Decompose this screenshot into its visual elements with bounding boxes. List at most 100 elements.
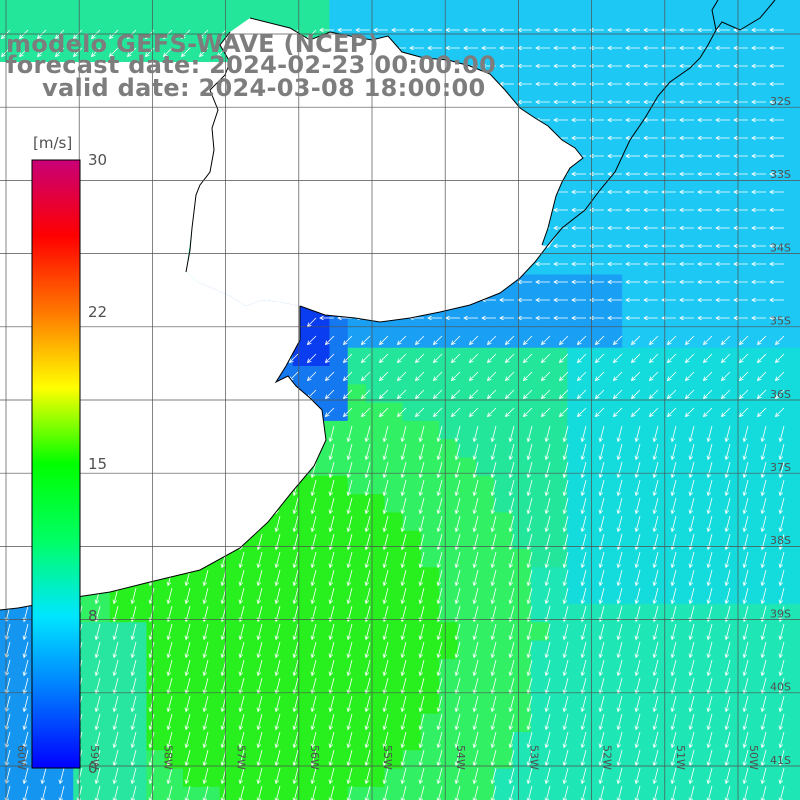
wind-arrow	[508, 551, 515, 569]
wind-cell	[622, 274, 642, 294]
wind-cell	[786, 164, 800, 184]
wind-arrow	[382, 587, 389, 605]
wind-cell	[658, 183, 678, 202]
wind-arrow	[517, 315, 532, 321]
wind-arrow	[724, 515, 731, 533]
colorbar-tick-15: 15	[88, 455, 107, 473]
wind-cell	[768, 695, 788, 715]
wind-arrow	[733, 45, 748, 51]
wind-arrow	[292, 659, 299, 677]
wind-arrow	[733, 315, 748, 321]
wind-arrow	[607, 261, 622, 267]
wind-cell	[530, 402, 550, 422]
wind-cell	[512, 54, 532, 74]
wind-arrow	[373, 27, 388, 33]
wind-cell	[384, 603, 404, 623]
wind-arrow	[364, 623, 371, 641]
wind-arrow	[130, 713, 137, 731]
wind-cell	[732, 109, 751, 129]
wind-cell	[292, 0, 312, 19]
wind-arrow	[706, 713, 713, 731]
wind-arrow	[396, 335, 407, 346]
wind-cell	[347, 0, 367, 19]
wind-arrow	[553, 81, 568, 87]
wind-arrow	[553, 117, 568, 123]
wind-arrow	[364, 425, 371, 443]
wind-arrow	[436, 551, 443, 569]
wind-arrow	[472, 641, 479, 659]
wind-cell	[640, 512, 660, 532]
wind-arrow	[400, 533, 407, 551]
wind-arrow	[630, 335, 641, 346]
wind-cell	[347, 603, 367, 623]
wind-arrow	[702, 407, 713, 418]
wind-arrow	[517, 297, 532, 303]
wind-cell	[750, 73, 770, 93]
wind-cell	[201, 622, 221, 642]
wind-arrow	[490, 587, 497, 605]
wind-cell	[549, 750, 568, 770]
wind-arrow	[472, 515, 479, 533]
wind-arrow	[769, 225, 784, 231]
wind-cell	[292, 732, 312, 751]
wind-arrow	[490, 695, 497, 713]
wind-cell	[439, 549, 459, 568]
wind-cell	[384, 567, 404, 587]
wind-arrow	[22, 677, 29, 695]
wind-arrow	[454, 695, 461, 713]
wind-arrow	[724, 587, 731, 605]
wind-cell	[402, 530, 422, 550]
wind-arrow	[504, 389, 515, 400]
wind-cell	[750, 36, 770, 56]
wind-arrow	[310, 659, 317, 677]
wind-arrow	[724, 461, 731, 479]
wind-cell	[585, 347, 605, 367]
wind-arrow	[715, 117, 730, 123]
wind-arrow	[450, 389, 461, 400]
wind-arrow	[670, 659, 677, 677]
wind-cell	[622, 494, 642, 513]
wind-arrow	[616, 533, 623, 551]
wind-arrow	[508, 515, 515, 533]
wind-cell	[677, 109, 696, 129]
wind-cell	[622, 256, 642, 276]
wind-arrow	[346, 461, 353, 479]
wind-cell	[91, 786, 111, 800]
lat-label: 37S	[770, 461, 791, 474]
wind-cell	[457, 311, 477, 330]
wind-cell	[420, 695, 440, 715]
wind-cell	[384, 695, 404, 715]
wind-arrow	[679, 81, 694, 87]
wind-cell	[640, 494, 660, 513]
wind-arrow	[738, 353, 749, 364]
wind-cell	[768, 256, 788, 276]
wind-cell	[274, 512, 294, 532]
wind-arrow	[558, 389, 569, 400]
wind-arrow	[670, 623, 677, 641]
border-lines	[185, 0, 719, 273]
wind-cell	[366, 475, 385, 495]
wind-arrow	[490, 425, 497, 443]
wind-arrow	[769, 117, 784, 123]
wind-arrow	[580, 425, 587, 443]
wind-arrow	[760, 569, 767, 587]
wind-cell	[658, 73, 678, 93]
wind-cell	[457, 475, 477, 495]
wind-arrow	[697, 117, 712, 123]
wind-cell	[366, 603, 385, 623]
wind-cell	[457, 786, 477, 800]
wind-cell	[603, 274, 623, 294]
wind-cell	[622, 585, 642, 605]
wind-cell	[366, 549, 385, 568]
wind-cell	[201, 768, 221, 788]
wind-arrow	[432, 353, 443, 364]
wind-cell	[530, 73, 550, 93]
wind-cell	[622, 402, 642, 422]
wind-cell	[439, 640, 459, 660]
wind-arrow	[310, 623, 317, 641]
wind-arrow	[760, 515, 767, 533]
wind-cell	[585, 439, 605, 459]
wind-cell	[567, 457, 587, 477]
wind-cell	[713, 292, 733, 312]
wind-cell	[0, 0, 19, 19]
